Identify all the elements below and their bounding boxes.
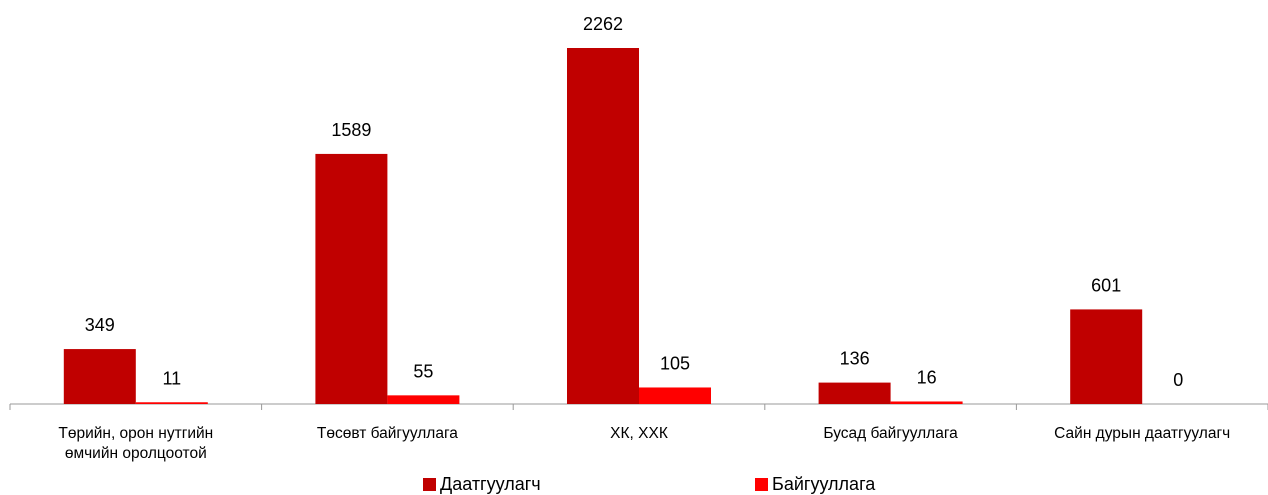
bar — [818, 382, 891, 404]
legend-item: Даатгуулагч — [423, 474, 541, 495]
data-label: 2262 — [583, 14, 623, 34]
legend-item: Байгууллага — [755, 474, 875, 495]
data-label: 0 — [1173, 370, 1183, 390]
x-tick-label: Төрийн, орон нутгийн өмчийн оролцоотой — [58, 425, 214, 462]
bar — [315, 153, 388, 404]
x-tick-label: Бусад байгууллага — [823, 425, 958, 442]
x-tick-label: ХК, ХХК — [610, 425, 668, 442]
bar — [890, 401, 963, 404]
bar — [135, 402, 208, 404]
data-label: 55 — [413, 361, 433, 381]
x-tick-label: Сайн дурын даатгуулагч — [1054, 425, 1231, 442]
data-label: 16 — [917, 367, 937, 387]
data-label: 601 — [1091, 275, 1121, 295]
legend-label: Байгууллага — [772, 474, 876, 494]
data-label: 105 — [660, 353, 690, 373]
bar — [63, 349, 136, 404]
legend-swatch — [423, 478, 436, 491]
legend-label: Даатгуулагч — [440, 474, 541, 494]
data-label: 11 — [162, 368, 181, 388]
data-label: 136 — [840, 349, 870, 369]
bar — [387, 395, 460, 404]
data-label: 1589 — [331, 120, 371, 140]
bar — [1070, 309, 1143, 404]
bar — [567, 48, 639, 404]
bar — [639, 387, 711, 404]
data-label: 349 — [85, 315, 115, 335]
x-tick-label: Төсөвт байгууллага — [316, 425, 458, 442]
legend-swatch — [755, 478, 768, 491]
